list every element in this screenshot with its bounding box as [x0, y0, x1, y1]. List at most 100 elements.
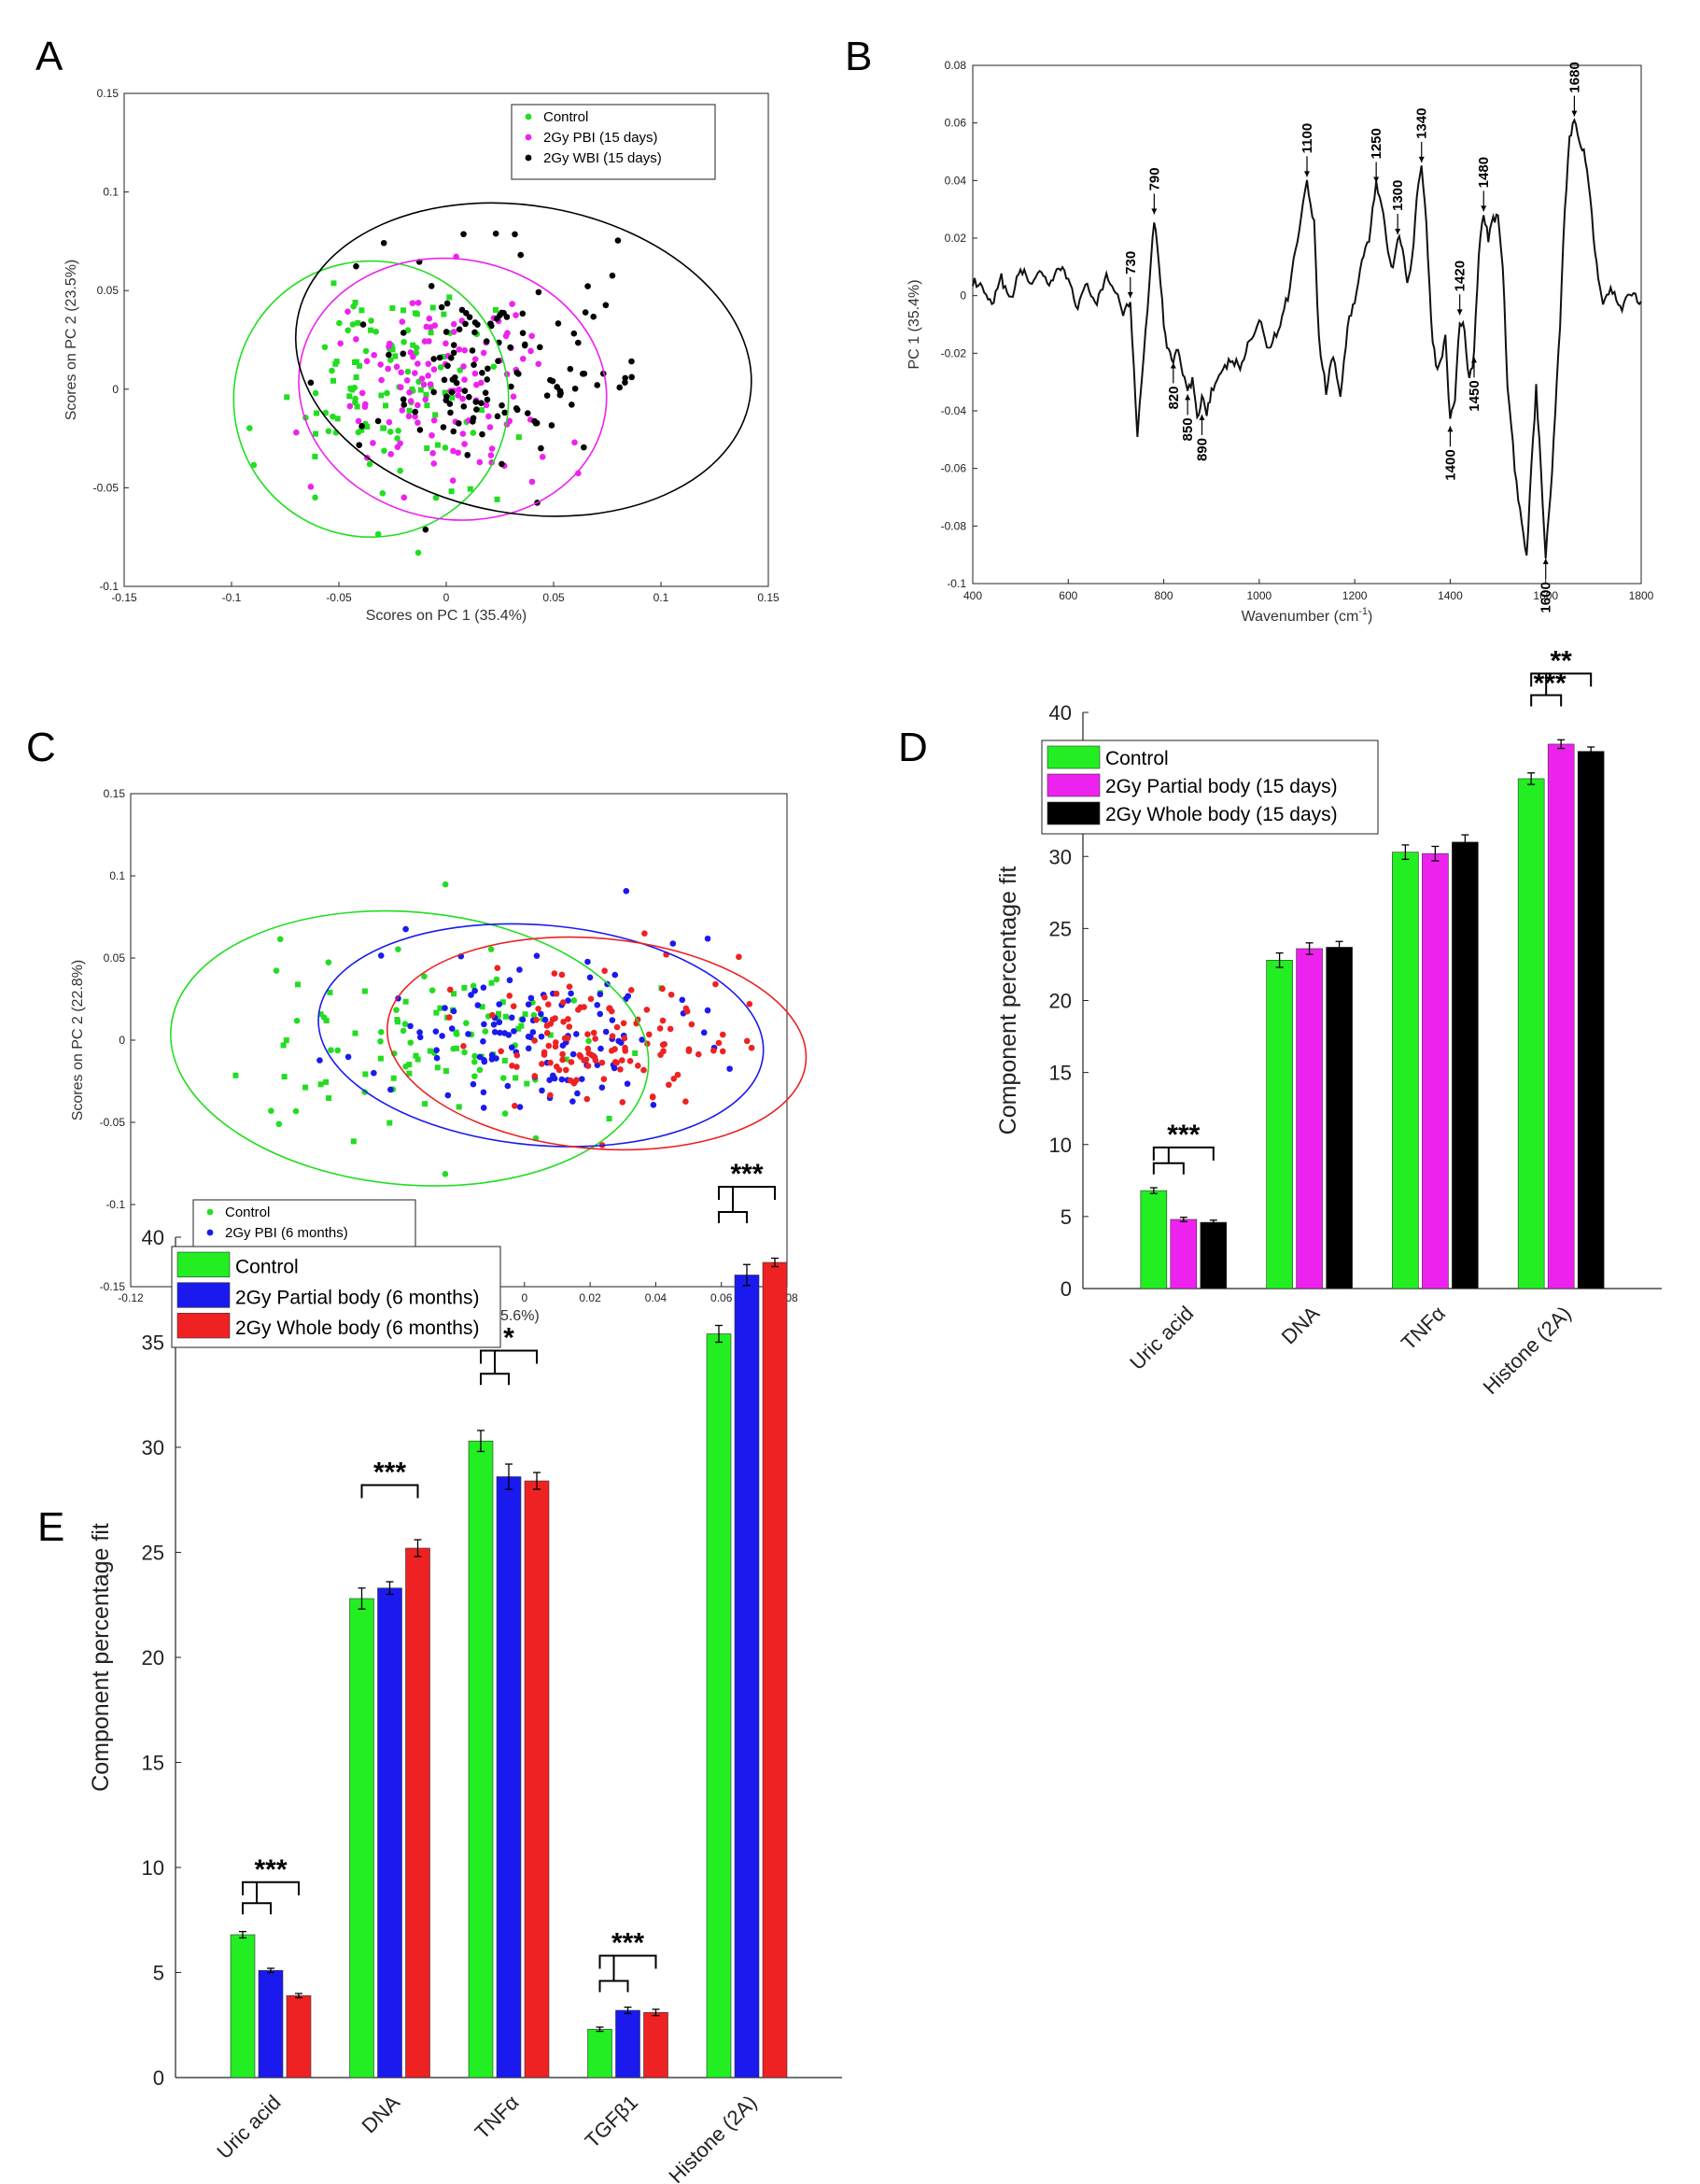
panel-a-point-2: [503, 314, 511, 320]
panel-b-peak-arrowhead: [1447, 426, 1454, 432]
panel-b-peak-label: 790: [1146, 167, 1162, 190]
panel-c-point-0: [476, 1066, 484, 1074]
panel-a-point-0: [354, 403, 360, 410]
panel-c-point-2: [531, 1037, 538, 1044]
panel-a-point-1: [480, 349, 487, 357]
panel-b-xtick-label: 400: [963, 589, 982, 602]
panel-c-xtick-label: 0: [521, 1291, 527, 1304]
panel-a-point-0: [336, 319, 343, 327]
panel-e-legend-label: 2Gy Whole body (6 months): [235, 1317, 479, 1339]
panel-a-point-2: [460, 403, 468, 410]
panel-a-point-2: [464, 452, 471, 458]
panel-a-point-1: [502, 332, 510, 340]
panel-a-xlabel: Scores on PC 1 (35.4%): [366, 608, 527, 624]
panel-a-point-2: [524, 410, 531, 416]
panel-e-bar-0: [230, 1934, 256, 2078]
panel-a-point-2: [472, 399, 480, 405]
panel-a-point-2: [479, 430, 485, 438]
panel-a-ytick-label: 0: [112, 383, 119, 396]
panel-a-point-1: [488, 445, 496, 452]
panel-c-point-2: [600, 1076, 608, 1082]
panel-c-point-0: [276, 936, 284, 943]
panel-a-point-0: [368, 327, 374, 333]
panel-a-point-1: [361, 403, 369, 410]
panel-a-point-2: [538, 444, 544, 452]
panel-a-legend-label: 2Gy WBI (15 days): [543, 150, 662, 166]
panel-a-point-1: [527, 347, 534, 355]
panel-d-category-label: Uric acid: [1125, 1302, 1198, 1374]
panel-c-legend-label: 2Gy PBI (6 months): [225, 1225, 348, 1241]
panel-a-point-1: [346, 402, 354, 410]
panel-e-sig-stars: *: [503, 1323, 514, 1354]
panel-c-point-2: [533, 1016, 540, 1023]
panel-a-point-2: [412, 408, 419, 416]
panel-c-point-0: [352, 1030, 358, 1036]
panel-a-point-1: [399, 407, 406, 414]
panel-c-legend-marker: [206, 1208, 214, 1216]
panel-a-point-1: [486, 424, 494, 430]
panel-a-point-2: [471, 361, 477, 368]
panel-a-point-2: [594, 382, 601, 388]
panel-e-bar-1: [734, 1275, 760, 2078]
panel-c-point-0: [421, 973, 428, 980]
panel-c-point-2: [592, 1057, 599, 1064]
panel-c-point-2: [619, 1099, 626, 1106]
panel-c-point-1: [549, 1072, 556, 1079]
panel-c-point-1: [439, 1033, 445, 1039]
panel-c-point-2: [621, 1035, 628, 1042]
panel-a-point-1: [337, 340, 344, 347]
panel-c-point-2: [622, 1044, 628, 1051]
panel-b-peak-label: 1680: [1567, 62, 1582, 92]
panel-c-point-2: [584, 1031, 591, 1038]
panel-a-point-2: [436, 354, 443, 361]
panel-c-point-2: [558, 971, 566, 979]
panel-a-point-0: [434, 442, 441, 448]
panel-a-point-0: [429, 304, 436, 311]
panel-c-point-0: [433, 1009, 440, 1016]
panel-a-point-1: [427, 381, 434, 387]
panel-a-point-1: [485, 413, 492, 420]
panel-a-legend-marker: [525, 154, 532, 162]
panel-c-point-0: [501, 1110, 509, 1117]
panel-b-xlabel-main: Wavenumber (cm: [1242, 609, 1359, 625]
panel-a-point-2: [581, 370, 588, 377]
panel-a-point-2: [438, 303, 445, 311]
panel-c-point-0: [493, 976, 500, 983]
panel-c-point-1: [584, 958, 591, 965]
panel-a-point-1: [473, 381, 480, 388]
panel-b-xlabel-sup: -1: [1358, 606, 1368, 617]
panel-b-peak-label: 820: [1166, 387, 1182, 410]
panel-c-point-0: [317, 1011, 324, 1018]
panel-a-point-0: [387, 357, 394, 363]
panel-b-peak-arrowhead: [1127, 291, 1133, 298]
panel-c-point-0: [471, 1073, 478, 1079]
panel-a-point-2: [609, 272, 616, 279]
panel-c-point-2: [736, 953, 742, 961]
panel-c-point-1: [527, 994, 535, 1002]
panel-c-point-0: [232, 1072, 239, 1078]
panel-c-point-1: [491, 1028, 499, 1036]
panel-c-point-1: [371, 1069, 377, 1077]
panel-a-point-1: [406, 388, 413, 396]
panel-c-point-0: [326, 1095, 332, 1102]
panel-c-point-2: [659, 1041, 667, 1049]
panel-b-peak-label: 890: [1194, 438, 1210, 461]
panel-c-point-1: [525, 1001, 532, 1008]
panel-b-peak-label: 1600: [1538, 582, 1554, 613]
panel-a-point-2: [616, 384, 624, 391]
panel-a-point-0: [389, 305, 396, 312]
panel-c-point-1: [639, 1036, 646, 1043]
panel-c-ytick-label: 0.1: [109, 869, 125, 882]
panel-a-point-0: [314, 410, 320, 416]
panel-a-point-2: [570, 330, 578, 337]
panel-d-sig-stars-inner: ***: [1534, 668, 1567, 698]
panel-c-point-1: [538, 1033, 545, 1040]
panel-c-point-2: [545, 1042, 553, 1050]
panel-b-peak-label: 1100: [1300, 123, 1315, 154]
panel-a-point-0: [494, 496, 500, 502]
panel-a-point-2: [519, 310, 527, 317]
panel-c-point-0: [317, 1081, 324, 1088]
panel-d-bar-2: [1326, 947, 1353, 1289]
panel-a-point-2: [471, 319, 479, 326]
panel-a-point-2: [400, 402, 408, 408]
